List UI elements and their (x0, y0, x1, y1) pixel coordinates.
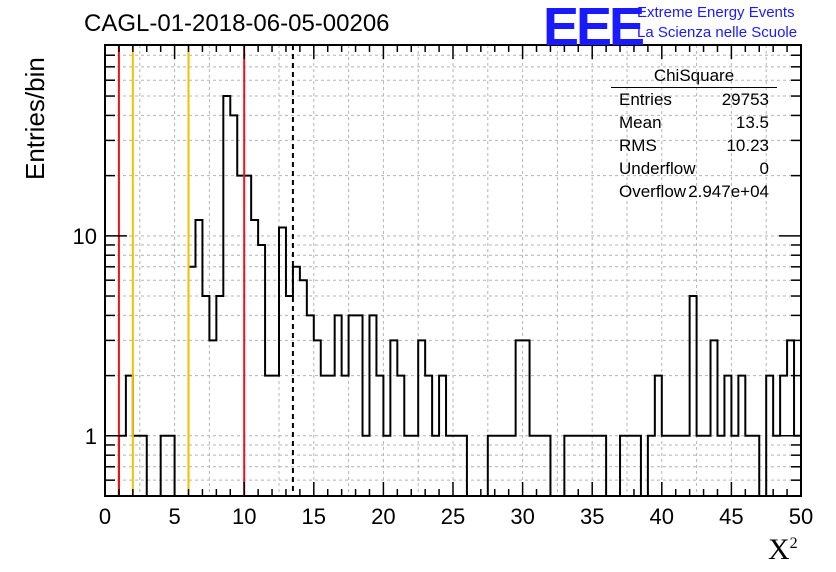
stats-label: Underflow (619, 159, 696, 178)
x-tick-label: 5 (168, 504, 180, 529)
x-tick-label: 30 (510, 504, 534, 529)
x-tick-label: 20 (371, 504, 395, 529)
stats-value: 13.5 (735, 113, 769, 132)
stats-label: Entries (619, 90, 672, 109)
stats-title: ChiSquare (611, 66, 777, 88)
x-tick-label: 0 (99, 504, 111, 529)
chart-title: CAGL-01-2018-06-05-00206 (84, 10, 390, 37)
stats-box: ChiSquare Entries 29753 Mean 13.5 RMS 10… (611, 66, 777, 203)
x-tick-label: 25 (441, 504, 465, 529)
stats-row-entries: Entries 29753 (611, 88, 777, 111)
stats-value: 2.947e+04 (688, 182, 769, 201)
axis-ticks: 0 5 10 15 20 25 30 35 40 45 50 1 10 (73, 45, 813, 529)
threshold-lines (117, 45, 294, 496)
histogram-step-line (105, 95, 801, 497)
stats-row-underflow: Underflow 0 (611, 157, 777, 180)
logo-line-1: Extreme Energy Events (637, 4, 795, 21)
stats-value: 0 (759, 159, 769, 178)
x-tick-label: 10 (232, 504, 256, 529)
stats-row-rms: RMS 10.23 (611, 134, 777, 157)
logo-line-2: La Scienza nelle Scuole (637, 24, 798, 41)
stats-label: Overflow (619, 182, 687, 201)
x-tick-label: 50 (789, 504, 813, 529)
x-tick-label: 15 (302, 504, 326, 529)
x-tick-label: 45 (719, 504, 743, 529)
stats-row-overflow: Overflow 2.947e+04 (611, 180, 777, 203)
y-tick-label: 10 (73, 224, 97, 249)
stats-row-mean: Mean 13.5 (611, 111, 777, 134)
x-tick-label: 35 (580, 504, 604, 529)
y-tick-label: 1 (85, 424, 97, 449)
histogram-series (105, 95, 801, 497)
stats-label: RMS (619, 136, 657, 155)
x-tick-label: 40 (650, 504, 674, 529)
eee-logo: EEE (543, 0, 645, 57)
stats-value: 10.23 (726, 136, 769, 155)
stats-label: Mean (619, 113, 662, 132)
x-axis-label: X2 (768, 533, 798, 566)
stats-value: 29753 (721, 90, 769, 109)
y-axis-label: Entries/bin (20, 57, 50, 180)
